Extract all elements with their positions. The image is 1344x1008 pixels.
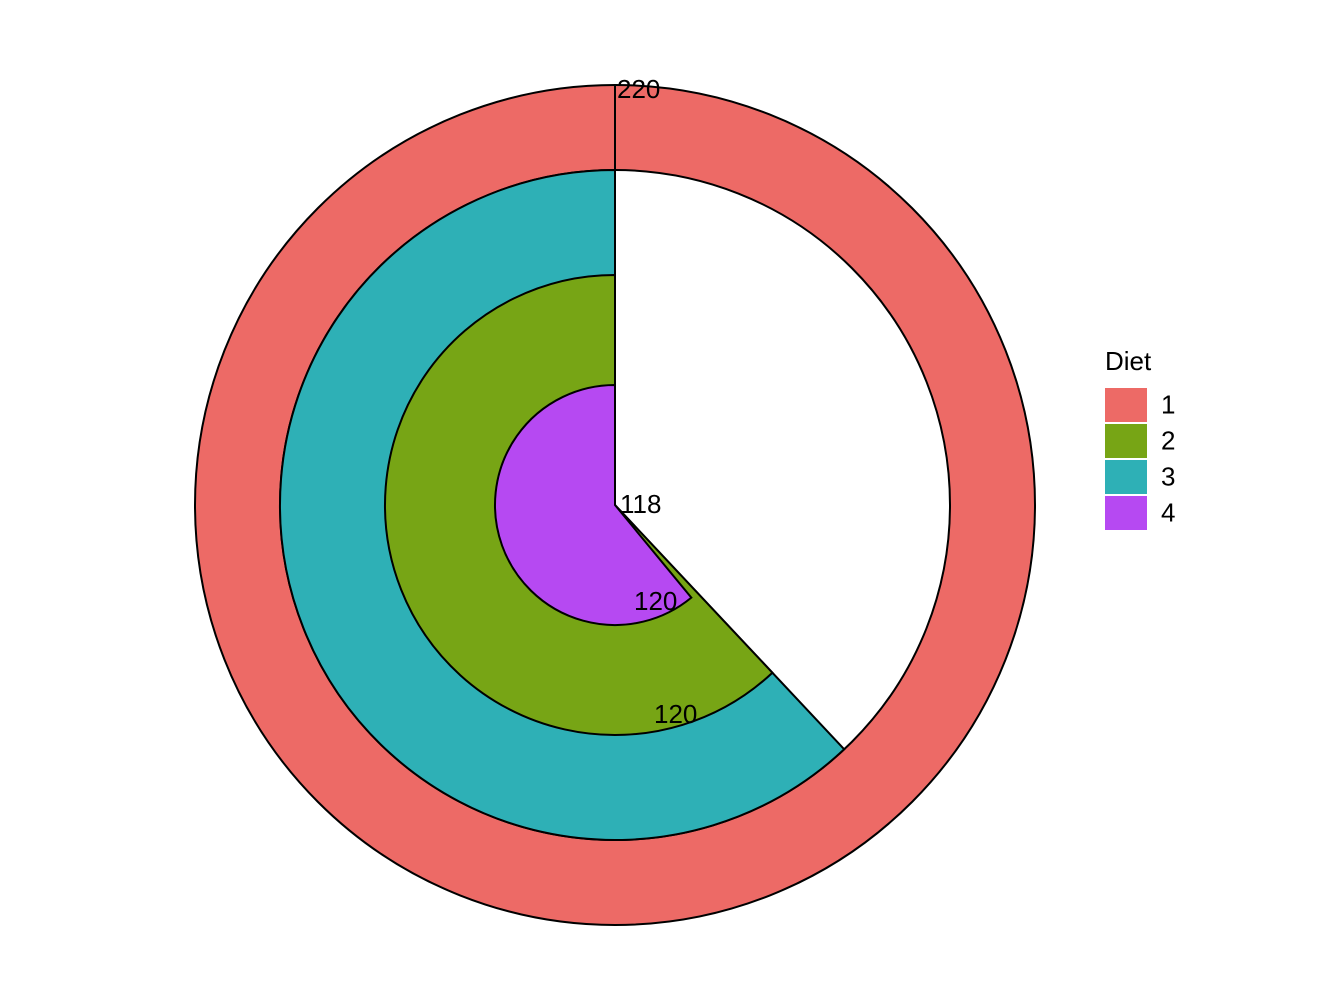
value-label-2: 120: [654, 699, 697, 729]
value-label-1: 220: [617, 74, 660, 104]
value-label-4: 118: [620, 489, 661, 519]
legend-swatch-3: [1105, 460, 1147, 494]
legend-label-3: 3: [1161, 462, 1175, 492]
legend-swatch-4: [1105, 496, 1147, 530]
chart-container: { "chart": { "type": "radial-fan / neste…: [0, 0, 1344, 1008]
legend-label-2: 2: [1161, 426, 1175, 456]
radial-chart-svg: 220 120 120 118 Diet 1 2 3 4: [0, 0, 1344, 1008]
legend-label-1: 1: [1161, 390, 1175, 420]
value-label-3: 120: [634, 586, 677, 616]
legend-label-4: 4: [1161, 498, 1175, 528]
legend-swatch-2: [1105, 424, 1147, 458]
legend-swatch-1: [1105, 388, 1147, 422]
legend-title: Diet: [1105, 346, 1152, 376]
